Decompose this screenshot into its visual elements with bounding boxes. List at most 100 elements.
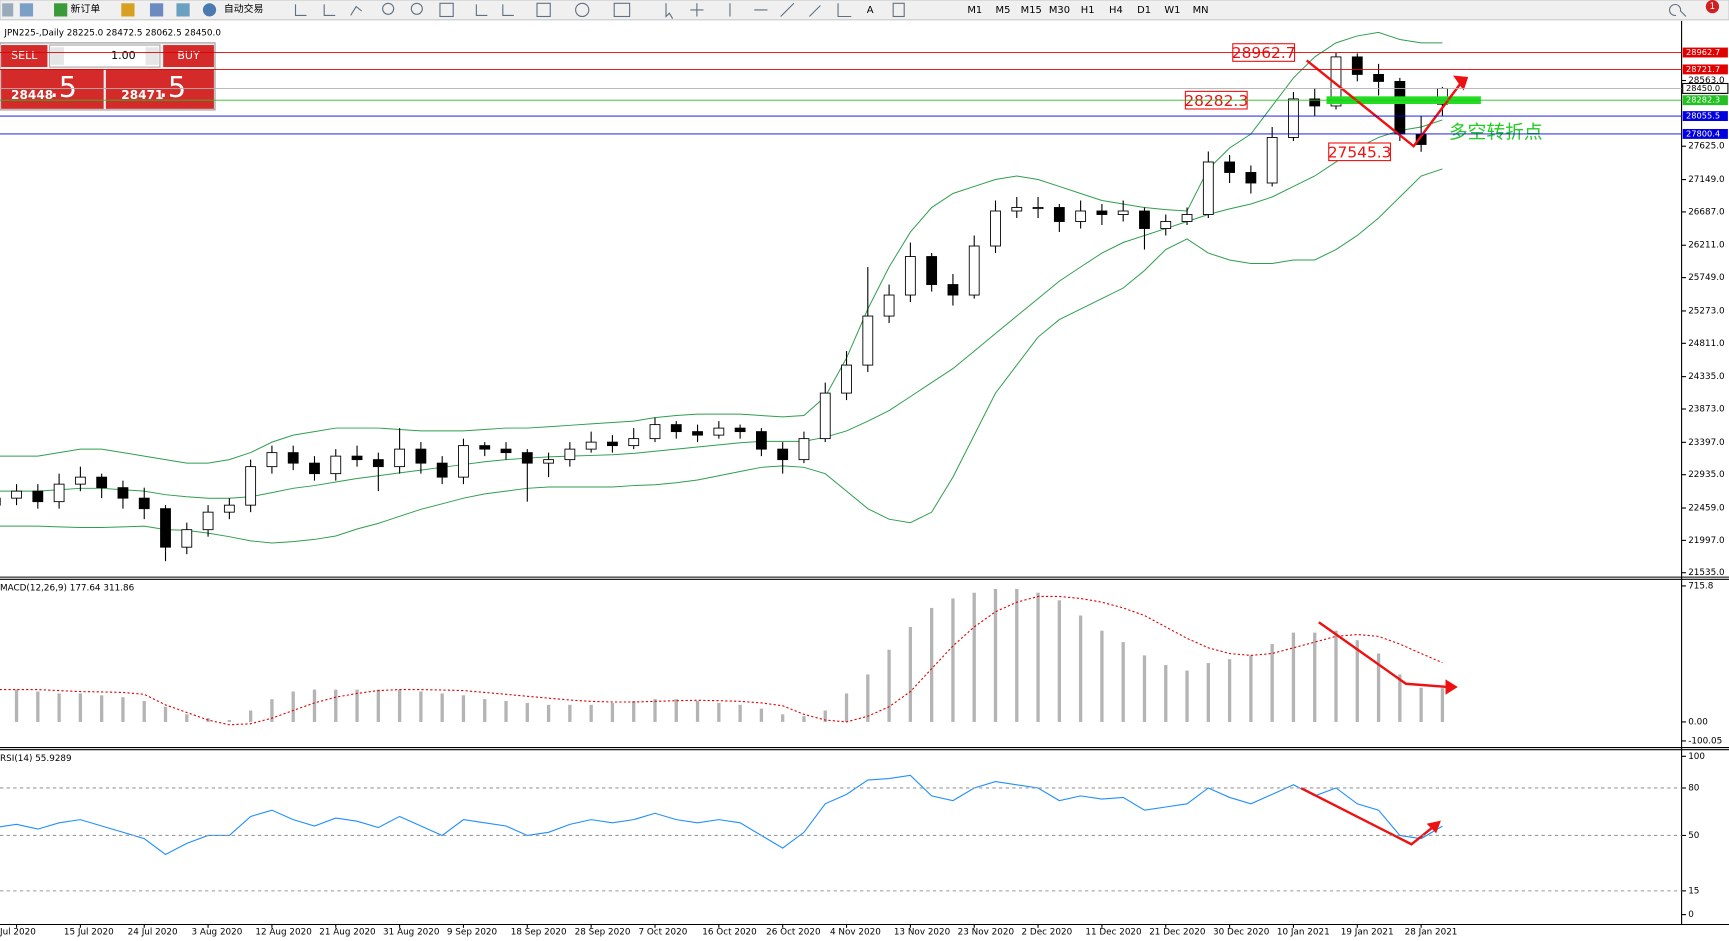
macd-signal <box>0 595 1443 726</box>
templates[interactable] <box>613 2 631 18</box>
sell-button[interactable] <box>1 45 48 68</box>
buy-button[interactable] <box>163 45 214 68</box>
timeframe-button[interactable]: M1 <box>967 5 982 16</box>
rsi-arrow <box>1300 787 1435 846</box>
lot-input[interactable] <box>49 44 161 68</box>
price-level-label: 28721.7 <box>1686 64 1720 74</box>
candle-body <box>74 476 86 485</box>
x-tick-label: 11 Dec 2020 <box>1085 928 1142 938</box>
text-tool[interactable]: A <box>867 5 874 16</box>
macd-bar <box>440 693 444 722</box>
x-tick-label: 28 Jan 2021 <box>1405 928 1458 938</box>
macd-bar <box>844 693 849 722</box>
macd-bar <box>1313 632 1317 722</box>
price-level-tag <box>1682 82 1729 94</box>
auto-trading-icon[interactable] <box>202 3 217 17</box>
macd-bar <box>163 706 168 722</box>
indicators[interactable] <box>536 2 551 18</box>
toolbar-icon[interactable] <box>149 3 164 17</box>
macd-bar <box>334 689 338 722</box>
candle-body <box>96 476 108 489</box>
macd-arrow <box>1318 621 1450 689</box>
new-order-icon[interactable] <box>54 3 68 17</box>
arrow-head <box>1453 75 1469 91</box>
toolbar-icon[interactable] <box>2 3 14 17</box>
arrow-head <box>1426 820 1441 834</box>
x-tick-label: 12 Aug 2020 <box>255 928 312 938</box>
timeframe-button[interactable]: D1 <box>1137 5 1151 16</box>
buy-label[interactable]: BUY <box>177 49 200 62</box>
toolbar-icon[interactable] <box>121 3 135 17</box>
chart-type-icons[interactable] <box>294 4 363 16</box>
x-tick-label: 3 Aug 2020 <box>192 928 243 938</box>
annotation-box <box>1328 142 1392 162</box>
new-order-button[interactable]: 新订单 <box>71 2 101 15</box>
timeframe-button[interactable]: M30 <box>1049 5 1070 16</box>
macd-title: MACD(12,26,9) 177.64 311.86 <box>0 584 135 594</box>
macd-bar <box>1206 663 1210 722</box>
candle-body <box>53 483 65 503</box>
candle-body <box>266 452 278 468</box>
timeframe-button[interactable]: MN <box>1193 5 1209 16</box>
price-level-tag <box>1682 47 1728 58</box>
scroll-icons[interactable] <box>475 4 514 16</box>
zoom-out[interactable] <box>410 2 423 15</box>
candle-body <box>841 364 852 394</box>
macd-bar <box>887 649 891 722</box>
macd-bar <box>1015 588 1019 722</box>
candle-body <box>607 441 618 447</box>
macd-bar <box>376 689 380 722</box>
drawing-tools[interactable] <box>665 2 852 19</box>
price-level-label: 28055.5 <box>1686 111 1720 121</box>
lot-down[interactable] <box>50 47 64 65</box>
timeframe-button[interactable]: W1 <box>1164 5 1180 16</box>
macd-bar <box>461 695 466 722</box>
sell-price-box[interactable] <box>1 69 104 109</box>
macd-bar <box>1376 653 1381 722</box>
label-tool[interactable] <box>892 2 905 18</box>
candle-body <box>585 441 597 450</box>
y-tick-label: 28563.0 <box>1688 76 1725 86</box>
lot-up[interactable] <box>145 47 159 65</box>
price-level-tag <box>1682 128 1728 139</box>
periods[interactable] <box>575 2 590 18</box>
timeframe-button[interactable]: H4 <box>1109 5 1123 16</box>
macd-bar <box>185 714 189 722</box>
macd-bar <box>1334 630 1338 722</box>
timeframe-button[interactable]: M15 <box>1021 5 1042 16</box>
x-tick-label: 15 Jul 2020 <box>64 928 114 938</box>
toolbar-icon[interactable] <box>176 3 190 17</box>
toolbar-icon[interactable] <box>19 3 34 17</box>
macd-bar <box>36 691 40 722</box>
tile-windows[interactable] <box>439 2 454 18</box>
x-tick-label: 21 Aug 2020 <box>319 928 376 938</box>
macd-bar <box>1227 659 1232 722</box>
notification-badge[interactable] <box>1705 0 1720 14</box>
macd-bar <box>397 689 402 722</box>
buy-price-box[interactable] <box>105 69 214 109</box>
candle-body <box>649 424 661 440</box>
zoom-in[interactable] <box>382 2 395 15</box>
price-level-label: 28962.7 <box>1686 47 1720 57</box>
search-icon[interactable] <box>1669 3 1687 17</box>
toolbar-tools <box>294 2 852 19</box>
candle-body <box>670 424 682 433</box>
candle-body <box>415 448 427 464</box>
macd-bar <box>142 701 146 722</box>
sell-label[interactable]: SELL <box>11 49 38 62</box>
timeframe-button[interactable]: H1 <box>1081 5 1095 16</box>
timeframe-button[interactable]: M5 <box>996 5 1011 16</box>
candle-body <box>968 245 980 296</box>
symbol-info: JPN225-,Daily 28225.0 28472.5 28062.5 28… <box>3 28 221 38</box>
candle-body <box>1181 214 1193 222</box>
candle-body <box>755 431 767 450</box>
auto-trading-button[interactable]: 自动交易 <box>224 2 264 15</box>
x-tick-label: 21 Dec 2020 <box>1149 928 1206 938</box>
y-tick-label: 15 <box>1688 886 1699 896</box>
price-level-tag <box>1682 64 1728 75</box>
macd-bar <box>1121 642 1125 722</box>
annotation-label: 27545.3 <box>1328 143 1392 161</box>
candle-body <box>160 508 171 548</box>
x-tick-label: 30 Dec 2020 <box>1213 928 1270 938</box>
y-tick-label: 23873.0 <box>1688 405 1725 415</box>
